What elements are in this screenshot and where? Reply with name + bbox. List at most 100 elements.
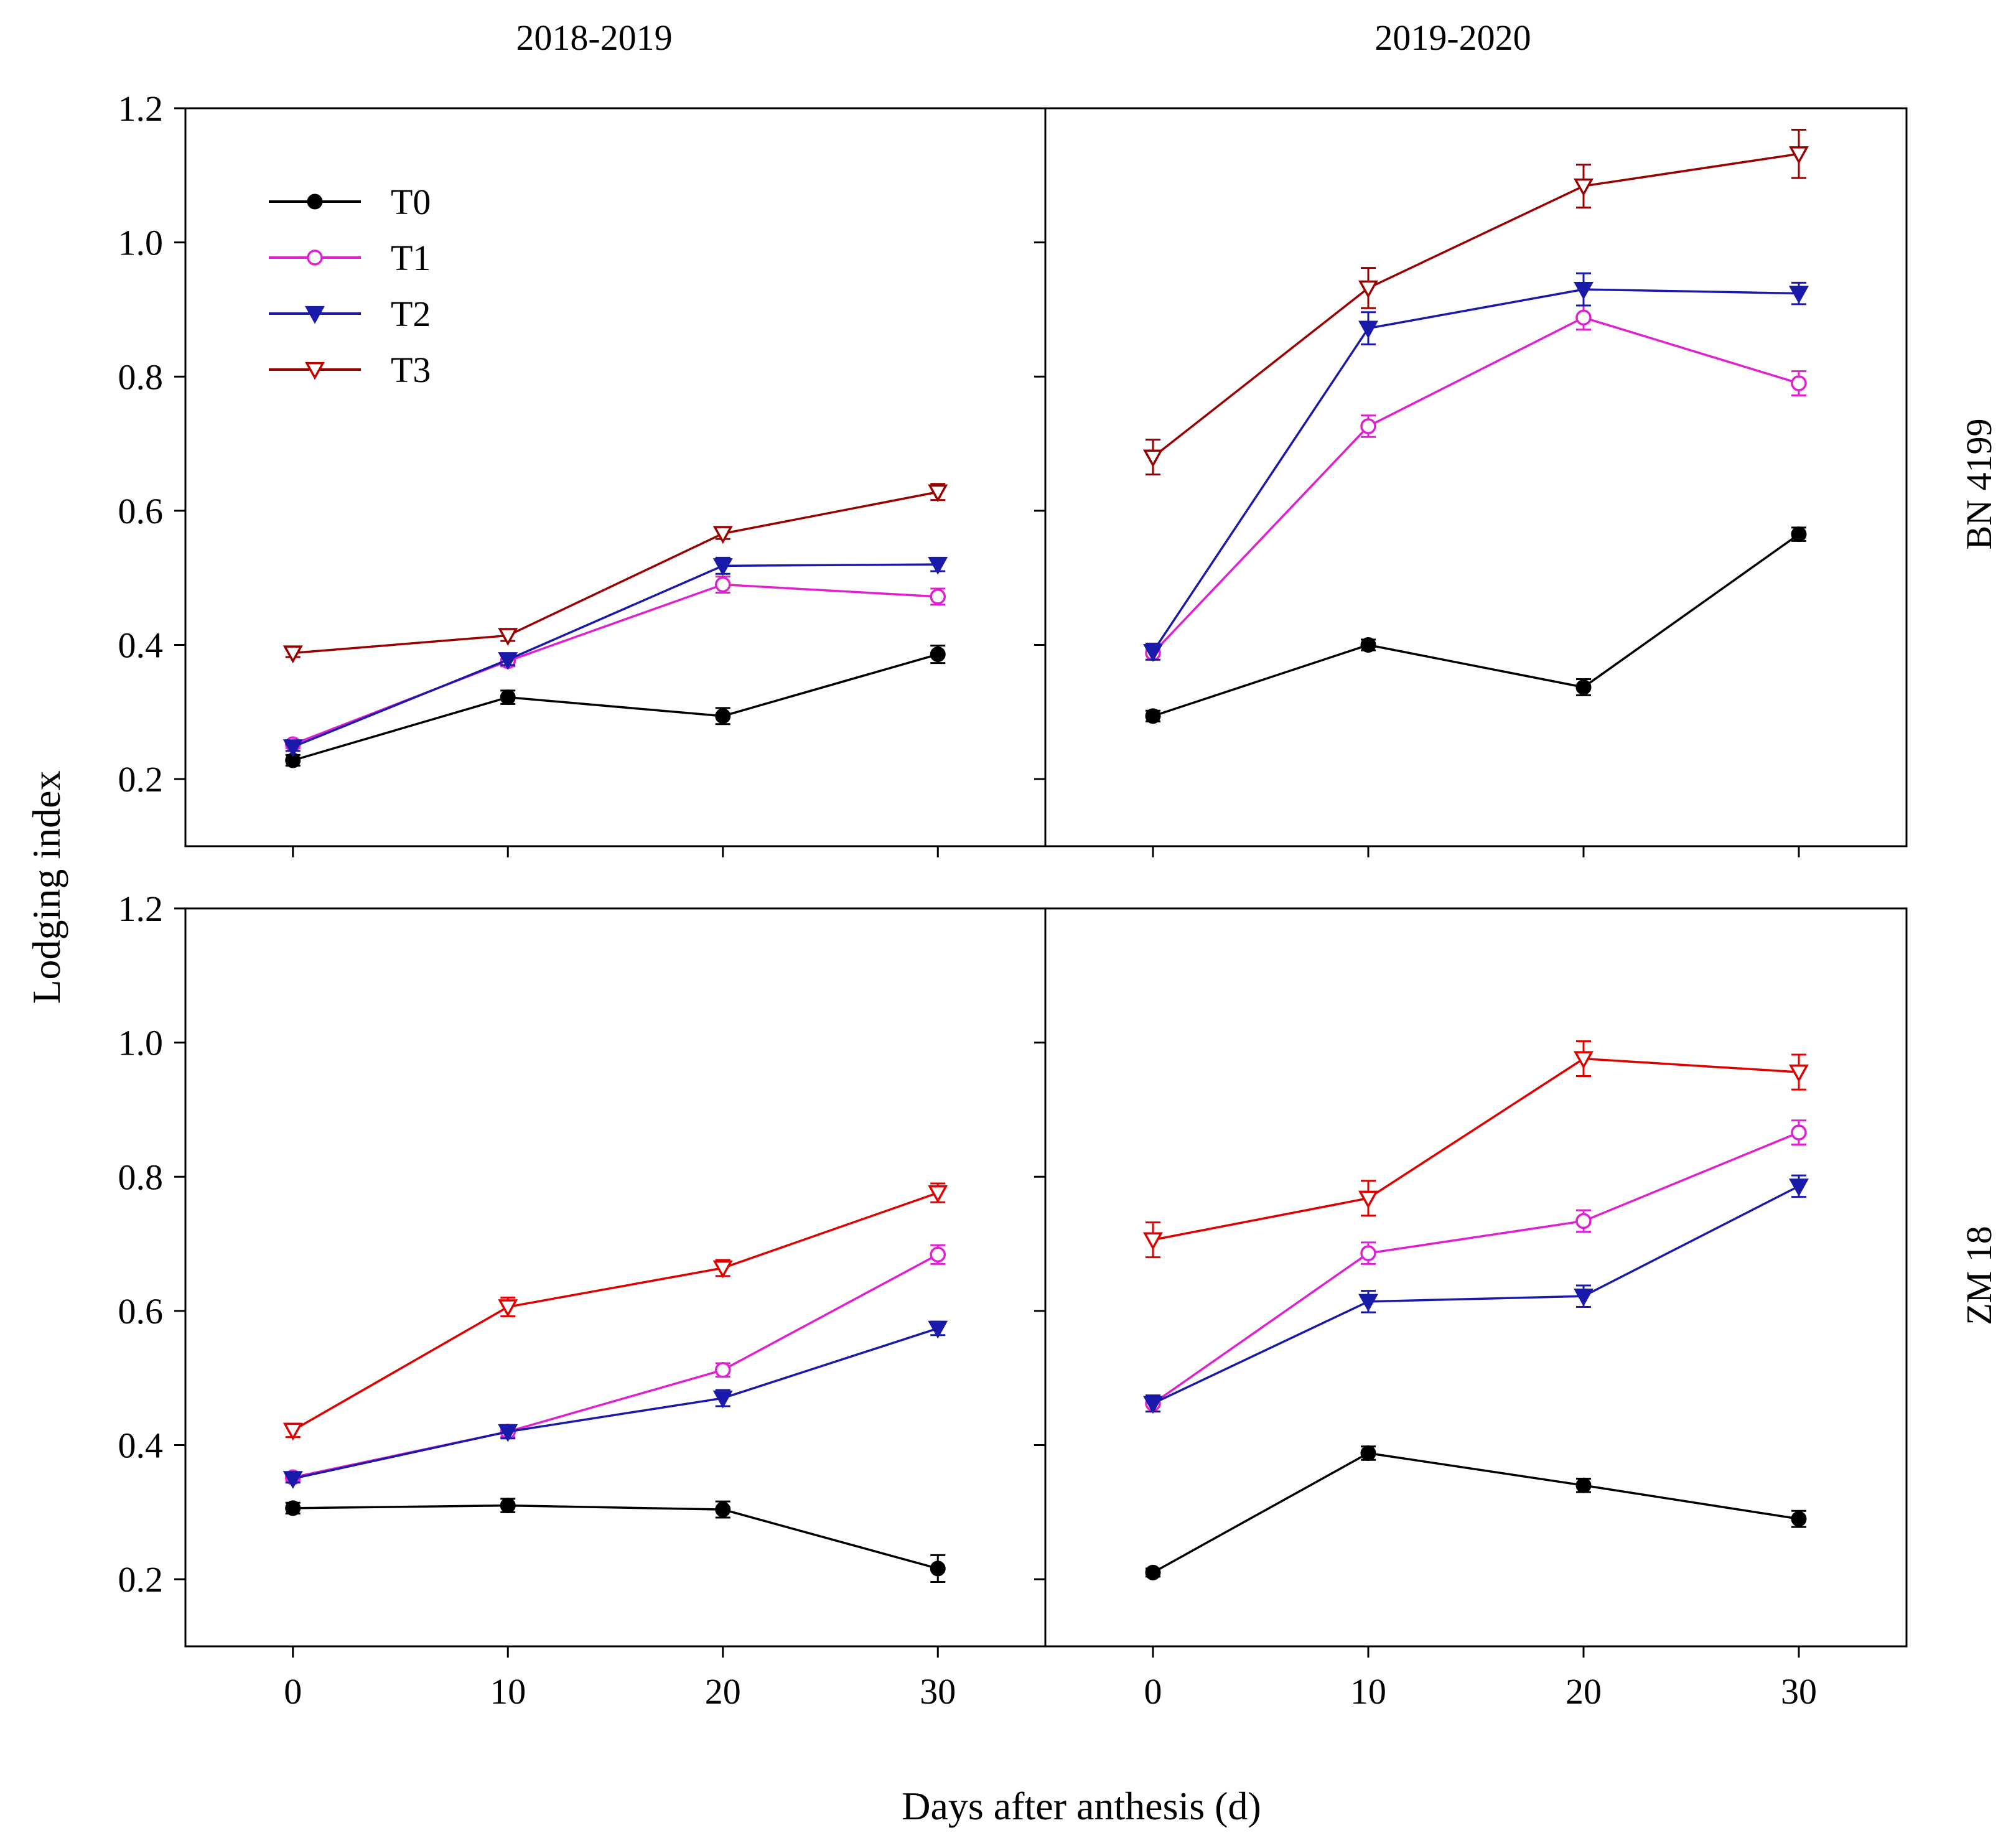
data-point-t0 bbox=[1360, 1445, 1376, 1461]
data-point-t0 bbox=[715, 1501, 731, 1518]
series-line-t1 bbox=[1152, 1131, 1799, 1405]
data-point-t2 bbox=[498, 1424, 518, 1442]
legend-marker-shape bbox=[307, 250, 323, 266]
data-point-t3 bbox=[1143, 1232, 1163, 1251]
data-point-t3 bbox=[928, 1185, 948, 1203]
series-t3 bbox=[282, 483, 948, 664]
legend-label-t1: T1 bbox=[391, 238, 431, 278]
row-label-bn4199: BN 4199 bbox=[1959, 418, 1999, 549]
series-t2 bbox=[1143, 272, 1809, 662]
data-point-t2 bbox=[1574, 1289, 1594, 1307]
panel-bn4199-2019-2020 bbox=[1034, 107, 1908, 857]
series-line-t0 bbox=[292, 1504, 938, 1570]
series-t2 bbox=[282, 1320, 948, 1490]
data-point-t0 bbox=[1575, 1477, 1592, 1493]
data-point-t2 bbox=[928, 557, 948, 575]
data-point-t3 bbox=[282, 645, 303, 664]
x-tick-label: 20 bbox=[705, 1671, 741, 1712]
x-tick-label: 0 bbox=[284, 1671, 302, 1712]
y-axis-title: Lodging index bbox=[24, 770, 68, 1004]
row-label-zm18: ZM 18 bbox=[1959, 1226, 1999, 1325]
data-point-t1 bbox=[715, 576, 731, 593]
legend-marker-shape bbox=[305, 362, 325, 380]
data-point-t1 bbox=[1791, 375, 1807, 391]
data-point-t2 bbox=[928, 1320, 948, 1339]
y-tick-label: 0.6 bbox=[118, 491, 164, 531]
series-line-t2 bbox=[1152, 288, 1799, 653]
data-point-t3 bbox=[1574, 178, 1594, 197]
series-line-t1 bbox=[1152, 316, 1799, 654]
data-point-t3 bbox=[1143, 449, 1163, 468]
legend-marker-t2 bbox=[305, 306, 325, 324]
series-line-t0 bbox=[1152, 533, 1800, 717]
y-tick-label: 1.0 bbox=[118, 223, 164, 263]
x-tick-label: 20 bbox=[1566, 1671, 1602, 1712]
y-tick-label: 0.4 bbox=[118, 1425, 164, 1466]
y-tick-label: 1.0 bbox=[118, 1023, 164, 1063]
panel-zm18-2019-2020: 0 10 20 30 bbox=[1034, 907, 1908, 1712]
series-line-t2 bbox=[1152, 1185, 1799, 1405]
legend-item-t1: T1 bbox=[269, 238, 431, 278]
legend: T0 T1 T2 T3 bbox=[269, 182, 431, 390]
series-t3 bbox=[282, 1182, 948, 1441]
data-point-t2 bbox=[1143, 1396, 1163, 1414]
data-point-t2 bbox=[1574, 281, 1594, 300]
data-point-t3 bbox=[928, 484, 948, 503]
data-point-t0 bbox=[1145, 708, 1161, 724]
y-tick-label: 1.2 bbox=[118, 889, 164, 929]
x-axis-title: Days after anthesis (d) bbox=[902, 1784, 1261, 1828]
legend-item-t0: T0 bbox=[269, 182, 431, 222]
data-point-t0 bbox=[1575, 679, 1592, 695]
data-point-t3 bbox=[282, 1422, 303, 1441]
legend-item-t2: T2 bbox=[269, 294, 431, 334]
series-line-t3 bbox=[292, 491, 938, 655]
series-line-t2 bbox=[292, 1327, 938, 1480]
series-t3 bbox=[1143, 1040, 1809, 1259]
column-title-2018-2019: 2018-2019 bbox=[516, 17, 672, 58]
x-tick-label: 0 bbox=[1144, 1671, 1162, 1712]
series-t0 bbox=[285, 1498, 946, 1583]
data-point-t2 bbox=[712, 1390, 733, 1409]
y-tick-label: 0.8 bbox=[118, 1157, 164, 1197]
data-point-t3 bbox=[1789, 1064, 1809, 1083]
data-point-t3 bbox=[1574, 1051, 1594, 1070]
legend-item-t3: T3 bbox=[269, 350, 431, 390]
data-point-t1 bbox=[1575, 309, 1592, 326]
data-point-t2 bbox=[498, 652, 518, 670]
x-tick-label: 30 bbox=[1781, 1671, 1817, 1712]
data-point-t1 bbox=[1360, 418, 1376, 434]
series-line-t0 bbox=[1152, 1452, 1799, 1574]
data-point-t3 bbox=[1789, 146, 1809, 164]
legend-marker-shape bbox=[307, 194, 323, 210]
data-point-t3 bbox=[1358, 280, 1378, 299]
column-title-2019-2020: 2019-2020 bbox=[1374, 17, 1531, 58]
data-point-t3 bbox=[498, 628, 518, 646]
panel-bn4199-2018-2019: 0.2 0.4 0.6 0.8 1.0 1.2 bbox=[118, 88, 1047, 857]
series-t0 bbox=[1145, 526, 1807, 724]
y-tick-label: 1.2 bbox=[118, 88, 164, 129]
data-point-t2 bbox=[1143, 644, 1163, 662]
data-point-t0 bbox=[500, 689, 516, 706]
plot-frame bbox=[1044, 907, 1908, 1648]
data-point-t2 bbox=[1789, 1178, 1809, 1197]
data-point-t3 bbox=[712, 526, 733, 544]
x-tick-label: 10 bbox=[490, 1671, 526, 1712]
legend-marker-t1 bbox=[307, 250, 323, 266]
panel-zm18-2018-2019: 0.2 0.4 0.6 0.8 1.0 1.2 0 10 20 30 bbox=[118, 889, 1047, 1712]
data-point-t2 bbox=[712, 558, 733, 576]
legend-marker-t3 bbox=[305, 362, 325, 380]
series-t2 bbox=[282, 556, 948, 758]
data-point-t1 bbox=[930, 589, 946, 605]
legend-label-t3: T3 bbox=[391, 350, 431, 390]
y-tick-label: 0.2 bbox=[118, 759, 164, 800]
y-tick-label: 0.8 bbox=[118, 357, 164, 397]
x-tick-label: 10 bbox=[1350, 1671, 1386, 1712]
data-point-t2 bbox=[282, 1471, 303, 1490]
legend-marker-t0 bbox=[307, 194, 323, 210]
series-t1 bbox=[1145, 1119, 1807, 1413]
y-tick-label: 0.2 bbox=[118, 1559, 164, 1600]
data-point-t1 bbox=[1791, 1124, 1807, 1141]
data-point-t3 bbox=[1358, 1190, 1378, 1209]
